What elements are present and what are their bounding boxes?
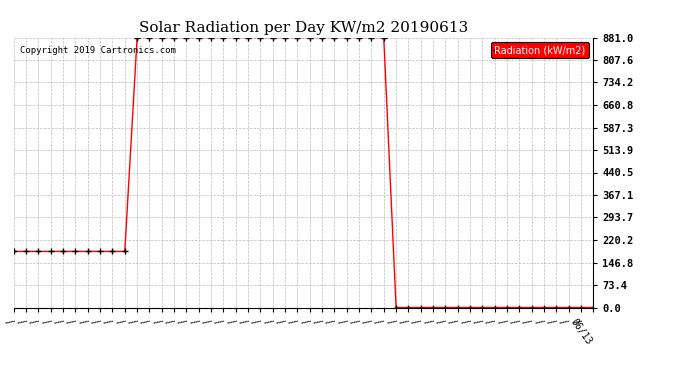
Legend: Radiation (kW/m2): Radiation (kW/m2) [491,42,589,58]
Title: Solar Radiation per Day KW/m2 20190613: Solar Radiation per Day KW/m2 20190613 [139,21,469,35]
Text: Copyright 2019 Cartronics.com: Copyright 2019 Cartronics.com [19,46,175,55]
